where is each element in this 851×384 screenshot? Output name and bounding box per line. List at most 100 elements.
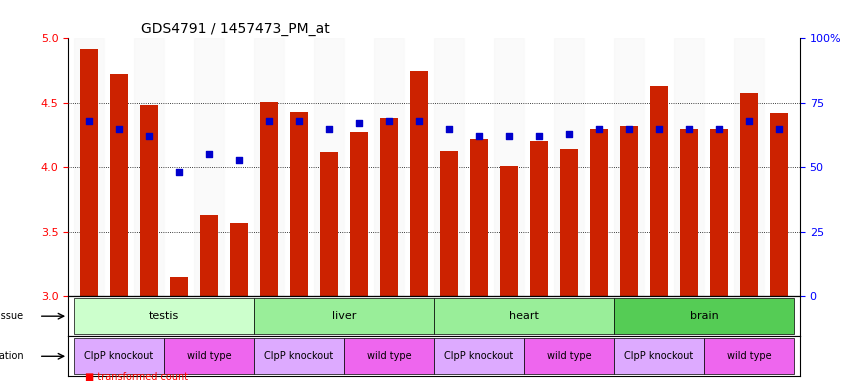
Point xyxy=(352,120,366,126)
Point xyxy=(443,126,456,132)
Text: wild type: wild type xyxy=(727,351,771,361)
Point xyxy=(532,133,545,139)
Bar xyxy=(170,277,188,296)
Point xyxy=(622,126,636,132)
Point xyxy=(172,169,186,175)
Text: ClpP knockout: ClpP knockout xyxy=(265,351,334,361)
Bar xyxy=(434,38,464,296)
Bar xyxy=(344,38,374,296)
Bar xyxy=(440,151,458,296)
Bar xyxy=(770,113,788,296)
Bar xyxy=(320,152,338,296)
FancyBboxPatch shape xyxy=(704,338,794,374)
Point xyxy=(592,126,606,132)
Point xyxy=(323,126,336,132)
Bar xyxy=(260,101,278,296)
FancyBboxPatch shape xyxy=(614,338,704,374)
Bar xyxy=(524,38,554,296)
Bar xyxy=(314,38,344,296)
Bar xyxy=(224,38,254,296)
Text: liver: liver xyxy=(332,311,357,321)
FancyBboxPatch shape xyxy=(164,338,254,374)
Point xyxy=(262,118,276,124)
Bar xyxy=(380,118,398,296)
Y-axis label: tissue: tissue xyxy=(0,311,24,321)
Bar xyxy=(290,112,308,296)
Point xyxy=(652,126,665,132)
Bar xyxy=(554,38,584,296)
Bar xyxy=(710,129,728,296)
Text: testis: testis xyxy=(149,311,180,321)
Bar xyxy=(284,38,314,296)
FancyBboxPatch shape xyxy=(524,338,614,374)
Text: ClpP knockout: ClpP knockout xyxy=(444,351,514,361)
FancyBboxPatch shape xyxy=(434,338,524,374)
Point xyxy=(683,126,696,132)
Bar xyxy=(674,38,704,296)
Bar xyxy=(350,132,368,296)
Bar xyxy=(620,126,638,296)
Point xyxy=(112,126,126,132)
Bar xyxy=(80,49,98,296)
FancyBboxPatch shape xyxy=(254,298,434,334)
Bar xyxy=(230,223,248,296)
Bar xyxy=(500,166,518,296)
Text: ■ transformed count: ■ transformed count xyxy=(85,372,188,382)
Bar xyxy=(614,38,644,296)
Bar xyxy=(410,71,428,296)
Bar xyxy=(560,149,578,296)
Bar xyxy=(194,38,224,296)
Point xyxy=(472,133,486,139)
FancyBboxPatch shape xyxy=(344,338,434,374)
Bar xyxy=(704,38,734,296)
Point xyxy=(232,156,246,162)
FancyBboxPatch shape xyxy=(434,298,614,334)
Bar xyxy=(404,38,434,296)
FancyBboxPatch shape xyxy=(614,298,794,334)
Bar xyxy=(650,86,668,296)
Bar xyxy=(740,93,758,296)
Bar xyxy=(164,38,194,296)
Bar xyxy=(764,38,794,296)
Text: wild type: wild type xyxy=(546,351,591,361)
Point xyxy=(203,151,216,157)
Bar xyxy=(680,129,698,296)
Text: wild type: wild type xyxy=(367,351,411,361)
Bar xyxy=(464,38,494,296)
Bar xyxy=(470,139,488,296)
Bar xyxy=(530,141,548,296)
Point xyxy=(382,118,396,124)
Point xyxy=(502,133,516,139)
Bar xyxy=(590,129,608,296)
Bar xyxy=(734,38,764,296)
Y-axis label: genotype/variation: genotype/variation xyxy=(0,351,24,361)
FancyBboxPatch shape xyxy=(74,298,254,334)
Point xyxy=(83,118,96,124)
Bar xyxy=(254,38,284,296)
Point xyxy=(142,133,156,139)
Text: brain: brain xyxy=(689,311,718,321)
Text: ClpP knockout: ClpP knockout xyxy=(84,351,154,361)
Bar xyxy=(644,38,674,296)
Bar xyxy=(134,38,164,296)
Text: ClpP knockout: ClpP knockout xyxy=(625,351,694,361)
Point xyxy=(292,118,306,124)
Bar xyxy=(140,106,158,296)
FancyBboxPatch shape xyxy=(254,338,344,374)
Bar xyxy=(494,38,524,296)
Bar xyxy=(74,38,104,296)
Text: heart: heart xyxy=(509,311,539,321)
Text: wild type: wild type xyxy=(186,351,231,361)
FancyBboxPatch shape xyxy=(74,338,164,374)
Bar xyxy=(104,38,134,296)
Bar xyxy=(584,38,614,296)
Point xyxy=(412,118,426,124)
Bar xyxy=(200,215,218,296)
Point xyxy=(742,118,756,124)
Point xyxy=(563,131,576,137)
Text: GDS4791 / 1457473_PM_at: GDS4791 / 1457473_PM_at xyxy=(141,22,330,36)
Bar xyxy=(374,38,404,296)
Point xyxy=(712,126,726,132)
Point xyxy=(772,126,785,132)
Bar xyxy=(110,74,128,296)
